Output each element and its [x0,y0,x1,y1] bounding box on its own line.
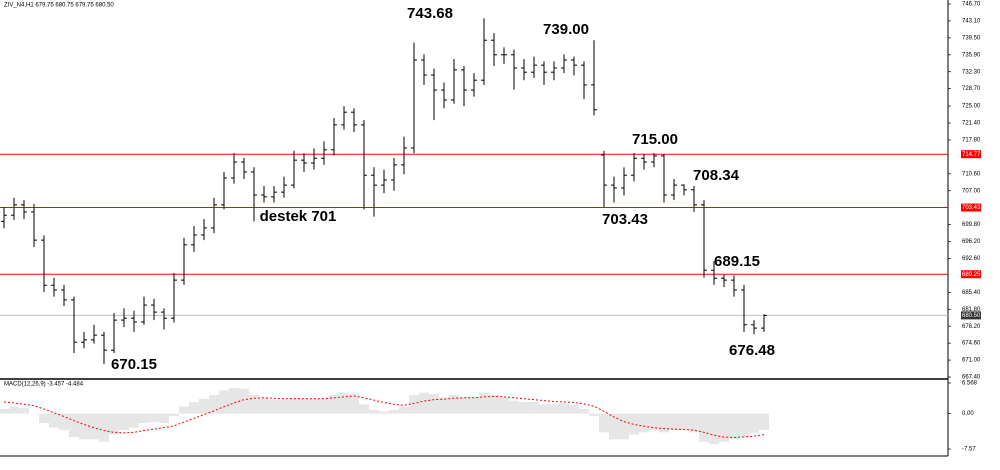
y-tick-label: 685.40 [962,290,981,296]
y-tick-label: 746.70 [962,2,981,8]
level-label-bg [961,150,981,159]
y-tick-label: 667.40 [962,375,981,381]
y-tick-label: 681.80 [962,307,981,313]
level-label-bg [961,270,981,279]
annotation: 676.48 [729,342,775,359]
annotation: 703.43 [602,211,648,228]
annotation: 689.15 [714,253,760,270]
y-tick-label: 732.30 [962,69,981,75]
level-label: 703.43 [962,205,981,211]
y-tick-label: 6.568 [962,381,978,387]
y-tick-label: 699.80 [962,222,981,228]
level-label: 714.77 [962,152,981,158]
y-tick-label: 707.00 [962,188,981,194]
y-tick-label: 735.90 [962,52,981,58]
y-tick-label: 696.20 [962,239,981,245]
y-tick-label: 717.80 [962,138,981,144]
level-label: 680.50 [962,313,981,319]
annotation: 670.15 [111,356,157,373]
level-label-bg [961,203,981,212]
y-tick-label: 725.00 [962,104,981,110]
annotation: 715.00 [632,131,678,148]
y-tick-label: 739.50 [962,35,981,41]
annotation: destek 701 [260,208,337,225]
y-tick-label: 678.20 [962,324,981,330]
y-tick-label: 743.10 [962,19,981,25]
annotation: 739.00 [543,21,589,38]
annotation: 743.68 [407,5,453,22]
annotation: 708.34 [693,167,740,184]
level-label: 689.25 [962,272,981,278]
level-label-bg [961,311,981,320]
symbol-header: ZIV_N4,H1 679.75 680.75 679.75 680.50 [4,3,114,9]
y-tick-label: -7.57 [962,447,976,453]
y-tick-label: 721.40 [962,121,981,127]
y-tick-label: 728.70 [962,86,981,92]
y-tick-label: 692.60 [962,256,981,262]
y-tick-label: 671.00 [962,358,981,364]
y-tick-label: 674.60 [962,341,981,347]
y-tick-label: 710.60 [962,171,981,177]
macd-title: MACD(12,26,9) -3.457 -4.484 [4,382,84,388]
y-tick-label: 0.00 [962,411,974,417]
